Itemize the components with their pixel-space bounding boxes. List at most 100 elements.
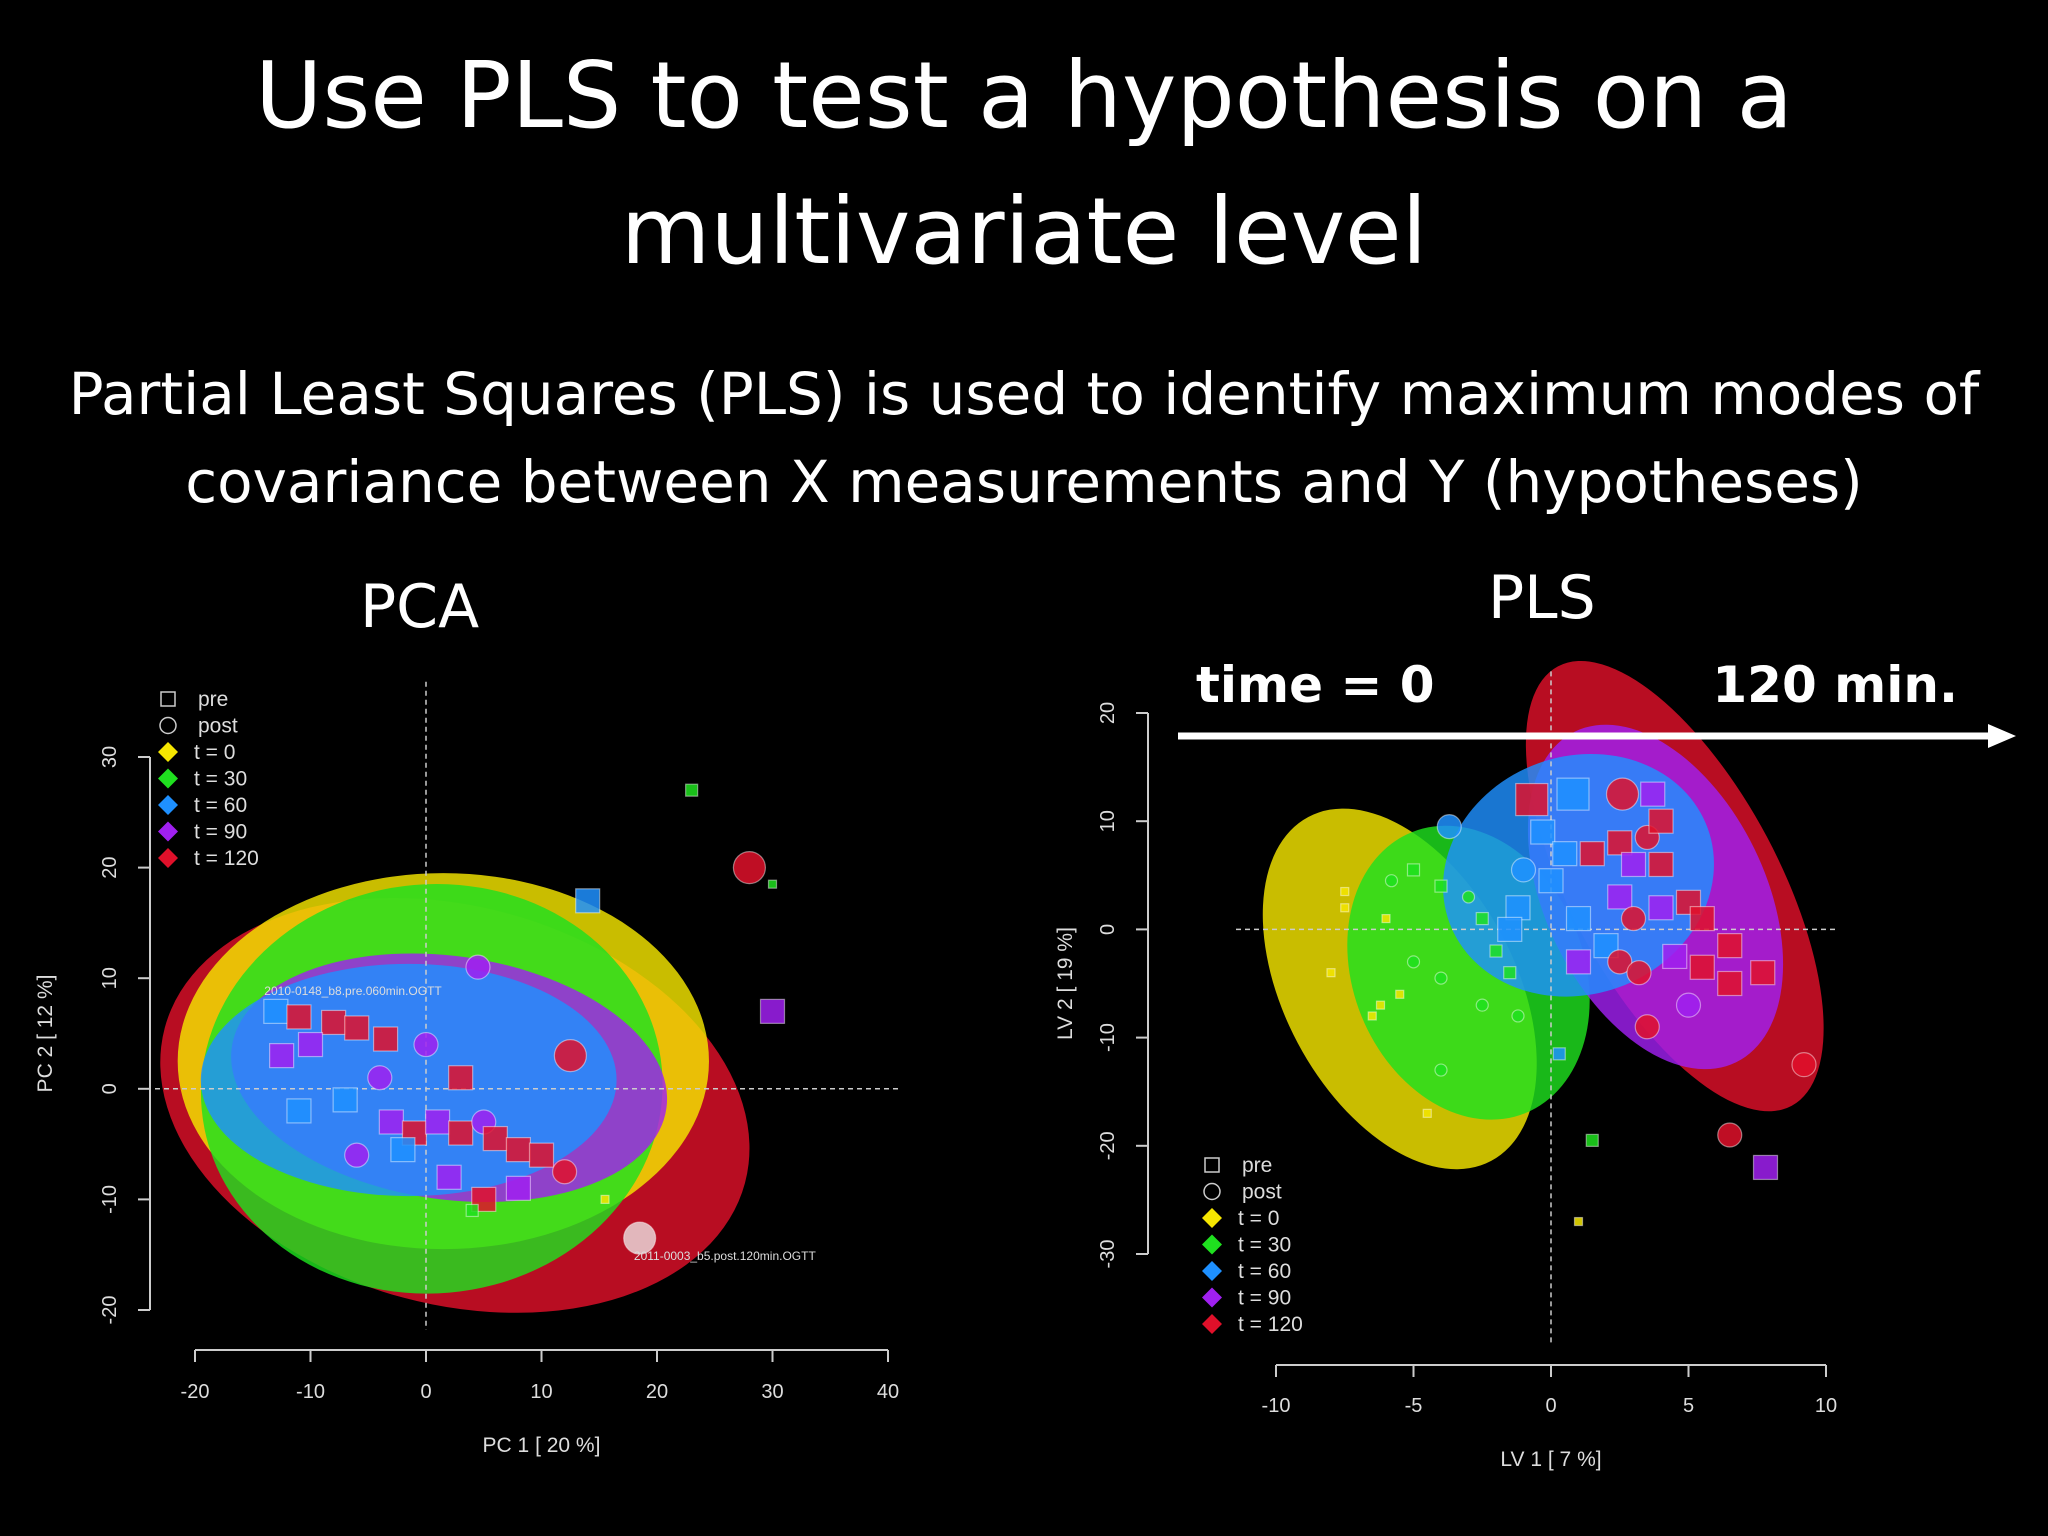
point-annotation: 2011-0003_b5.post.120min.OGTT (634, 1249, 817, 1263)
data-point-pre (390, 1137, 416, 1163)
y-tick-label: -10 (99, 1185, 121, 1214)
y-axis-title: LV 2 [ 19 %] (1054, 927, 1077, 1040)
data-point-pre (1565, 905, 1592, 932)
data-point-pre (1381, 913, 1391, 924)
data-point-pre (1662, 943, 1688, 970)
data-point-pre (685, 783, 699, 797)
title-line-2: multivariate level (620, 178, 1428, 285)
x-axis-title: LV 1 [ 7 %] (1500, 1448, 1601, 1471)
data-point-pre (372, 1026, 399, 1052)
y-tick-label: 0 (1097, 924, 1119, 935)
legend-label: t = 90 (194, 821, 247, 844)
data-point-pre (1515, 782, 1549, 817)
data-point-pre (1503, 966, 1517, 980)
data-point-pre (1648, 851, 1674, 878)
data-point-post (1607, 949, 1633, 975)
data-point-pre (528, 1142, 555, 1168)
x-tick-label: 10 (1815, 1395, 1837, 1417)
data-point-post (1384, 874, 1399, 888)
data-point-pre (436, 1164, 462, 1190)
y-tick-label: -20 (1097, 1131, 1119, 1160)
y-tick-label: 20 (1097, 702, 1119, 724)
data-point-post (1461, 890, 1476, 904)
data-point-post (1510, 857, 1537, 883)
circle-outline-icon (159, 716, 177, 735)
diamond-marker-icon (158, 768, 178, 789)
data-point-pre (1538, 868, 1564, 894)
pca-chart: 2010-0148_b8.pre.060min.OGTT 2011-0003_b5… (34, 681, 899, 1457)
data-point-pre (482, 1125, 508, 1152)
y-tick-label: 30 (99, 746, 121, 768)
data-point-post (413, 1031, 439, 1058)
data-point-pre (1434, 879, 1448, 893)
data-point-pre (378, 1109, 404, 1135)
legend-label: pre (1242, 1154, 1272, 1177)
point-annotation: 2010-0148_b8.pre.060min.OGTT (264, 984, 442, 998)
data-point-post (553, 1039, 587, 1073)
legend-label: t = 120 (194, 847, 259, 870)
data-point-post (344, 1142, 370, 1168)
data-point-pre (1475, 911, 1489, 926)
x-axis-title: PC 1 [ 20 %] (483, 1434, 601, 1457)
x-tick-label: 30 (761, 1381, 783, 1403)
data-point-pre (1607, 830, 1633, 856)
data-point-pre (1750, 960, 1776, 986)
y-tick-label: -30 (1097, 1240, 1119, 1269)
data-point-pre (1648, 808, 1674, 834)
square-outline-icon (160, 691, 176, 707)
data-point-pre (1556, 777, 1590, 811)
data-point-pre (465, 1203, 479, 1218)
data-point-post (1675, 992, 1702, 1018)
data-point-post (1634, 1014, 1660, 1040)
data-point-pre (1579, 841, 1605, 867)
data-point-pre (448, 1065, 474, 1091)
data-point-pre (1689, 905, 1715, 932)
legend-label: t = 0 (1238, 1207, 1279, 1230)
data-point-pre (759, 998, 786, 1024)
data-point-pre (1585, 1133, 1599, 1147)
pls-chart: -10 -5 0 5 10 LV 1 [ 7 %] -30 -20 -10 0 10 20 LV 2 [… (1054, 660, 1837, 1471)
square-outline-icon (1204, 1157, 1220, 1173)
pls-panel-label: PLS (1488, 563, 1596, 633)
x-tick-label: 20 (646, 1381, 668, 1403)
data-point-pre (332, 1087, 358, 1113)
data-point-pre (286, 1004, 312, 1030)
data-point-pre (767, 879, 778, 889)
data-point-post (465, 954, 491, 980)
data-point-post (1620, 905, 1647, 932)
x-tick-label: -20 (181, 1381, 210, 1403)
y-tick-label: 10 (1097, 810, 1119, 832)
subtitle-line-1: Partial Least Squares (PLS) is used to i… (68, 360, 1980, 428)
pca-panel-label: PCA (360, 572, 480, 642)
legend-label: t = 30 (194, 768, 247, 791)
data-point-post (367, 1065, 393, 1091)
x-tick-label: -10 (296, 1381, 325, 1403)
legend-label: post (1242, 1181, 1282, 1204)
x-tick-label: 40 (877, 1381, 899, 1403)
diamond-marker-icon (158, 795, 178, 815)
diamond-marker-icon (158, 821, 178, 842)
time-arrow: time = 0 120 min. (1178, 656, 2016, 748)
data-point-post (1791, 1052, 1817, 1078)
data-point-pre (1497, 916, 1523, 943)
data-point-pre (1340, 886, 1350, 897)
y-axis-title: PC 2 [ 12 %] (34, 975, 57, 1093)
x-tick-label: 0 (1545, 1395, 1556, 1417)
diamond-marker-icon (1202, 1287, 1222, 1308)
data-point-pre (1367, 1011, 1377, 1021)
legend-label: pre (198, 688, 228, 711)
data-point-post (551, 1159, 578, 1185)
diamond-marker-icon (158, 742, 178, 762)
data-point-pre (1395, 989, 1405, 999)
circle-outline-icon (1203, 1182, 1221, 1201)
data-point-pre (1505, 895, 1531, 921)
data-point-post (1605, 777, 1640, 811)
data-point-pre (448, 1120, 474, 1146)
slide-subtitle: Partial Least Squares (PLS) is used to i… (0, 350, 2048, 526)
data-point-pre (297, 1031, 324, 1058)
diamond-marker-icon (158, 848, 178, 868)
data-point-post (1511, 1009, 1525, 1023)
data-point-pre (344, 1015, 370, 1041)
data-point-pre (1620, 851, 1647, 878)
data-point-pre (1530, 819, 1556, 845)
